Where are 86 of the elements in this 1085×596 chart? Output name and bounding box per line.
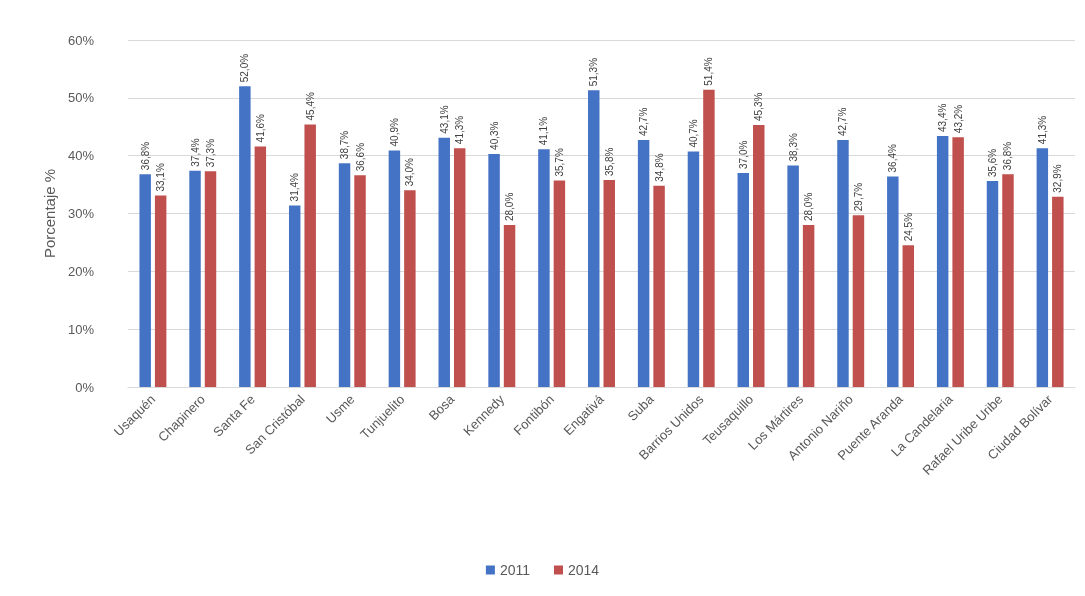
data-label: 43,2% [952, 104, 964, 134]
legend-label: 2011 [499, 562, 531, 578]
data-label: 41,1% [538, 116, 550, 146]
data-label: 36,8% [1002, 141, 1014, 171]
data-label: 34,0% [404, 157, 416, 187]
bar [189, 170, 201, 387]
data-label: 51,3% [588, 57, 600, 87]
data-label: 41,3% [454, 115, 466, 145]
y-tick-label: 40% [67, 148, 95, 164]
bar [404, 190, 416, 387]
bar [653, 185, 665, 387]
bar [288, 205, 301, 387]
data-label: 41,6% [254, 113, 266, 143]
bar [787, 165, 799, 387]
data-label: 40,7% [687, 119, 699, 148]
bar [603, 179, 615, 387]
data-label: 32,9% [1052, 164, 1064, 193]
data-label: 36,8% [139, 141, 151, 171]
y-tick-label: 0% [75, 379, 95, 395]
data-label: 51,4% [703, 57, 715, 86]
bar [703, 89, 715, 387]
bar [204, 171, 217, 387]
data-label: 40,9% [388, 118, 400, 147]
bar [453, 148, 466, 387]
data-label: 29,7% [852, 182, 864, 212]
data-label: 35,8% [603, 147, 615, 176]
bar [239, 86, 251, 387]
bar [687, 151, 700, 387]
data-label: 36,6% [354, 142, 366, 172]
y-tick-label: 50% [67, 90, 95, 106]
data-label: 52,0% [239, 53, 251, 83]
y-axis-title: Porcentaje % [41, 168, 59, 259]
data-label: 38,3% [787, 133, 799, 162]
bar [902, 245, 915, 387]
bar [254, 146, 267, 387]
bar [986, 181, 999, 387]
y-tick-label: 10% [67, 321, 95, 337]
bar [538, 149, 550, 387]
bar [553, 180, 566, 387]
data-label: 37,3% [205, 138, 216, 168]
y-tick-label: 60% [67, 32, 95, 48]
y-tick-label: 20% [67, 263, 95, 279]
bar [637, 140, 650, 387]
bar [438, 137, 450, 387]
bar [354, 175, 366, 387]
bar [154, 195, 167, 387]
bar [588, 90, 600, 387]
data-label: 33,1% [155, 163, 167, 192]
data-label: 38,7% [339, 130, 351, 160]
bar [852, 215, 865, 387]
bar [952, 137, 964, 387]
data-label: 45,3% [753, 92, 765, 122]
data-label: 43,4% [937, 103, 949, 132]
bar [887, 176, 899, 387]
data-label: 35,6% [987, 148, 998, 178]
data-label: 43,1% [438, 105, 450, 134]
bar [388, 150, 401, 387]
bar [802, 225, 815, 387]
bar [936, 136, 949, 387]
bar [338, 163, 351, 387]
data-label: 41,3% [1036, 115, 1048, 145]
bar [737, 173, 750, 387]
data-label: 28,0% [504, 192, 516, 222]
data-label: 42,7% [837, 107, 849, 137]
data-label: 35,7% [553, 148, 565, 177]
data-label: 37,0% [737, 140, 749, 170]
data-label: 40,3% [488, 121, 500, 150]
bar [304, 124, 316, 387]
data-label: 36,4% [887, 144, 899, 173]
data-label: 37,4% [189, 138, 201, 167]
data-label: 28,0% [803, 192, 815, 222]
data-label: 42,7% [638, 107, 650, 137]
bar [503, 225, 516, 387]
legend-label: 2014 [567, 562, 600, 578]
bar [753, 125, 765, 387]
data-label: 31,4% [289, 172, 301, 202]
bar [488, 153, 500, 387]
bar [1036, 148, 1049, 387]
bar [1002, 174, 1014, 387]
bar [837, 140, 849, 387]
data-label: 24,5% [902, 212, 914, 242]
bar [139, 174, 151, 387]
bar [1052, 196, 1064, 387]
y-tick-label: 30% [67, 206, 95, 221]
data-label: 34,8% [653, 153, 665, 182]
data-label: 45,4% [304, 91, 316, 121]
